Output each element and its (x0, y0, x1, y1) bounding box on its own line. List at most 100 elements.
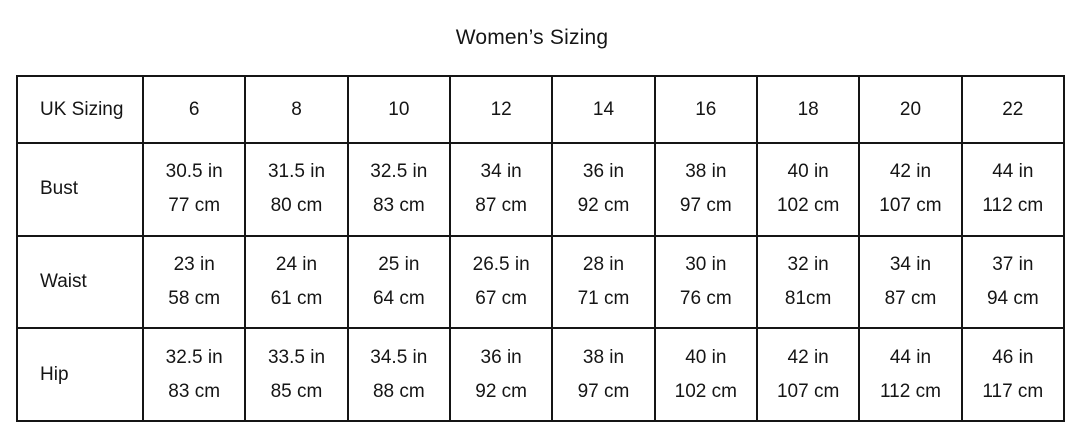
cm-value: 85 cm (270, 380, 323, 402)
cm-value: 77 cm (168, 195, 221, 217)
size-column-header: 12 (448, 75, 554, 144)
size-column-header: 10 (346, 75, 451, 144)
inches-value: 34 in (889, 253, 932, 275)
measurement-cell: 42 in 107 cm (755, 327, 861, 422)
inches-value: 44 in (889, 346, 932, 368)
header-label: UK Sizing (16, 75, 144, 144)
inches-value: 32.5 in (370, 161, 428, 183)
size-column-header: 20 (858, 75, 963, 144)
page-title: Women’s Sizing (455, 26, 609, 49)
row-label-waist: Waist (16, 234, 144, 330)
cm-value: 87 cm (475, 195, 528, 217)
inches-value: 44 in (992, 161, 1034, 183)
inches-value: 23 in (173, 253, 215, 275)
inches-value: 30.5 in (165, 161, 223, 183)
cm-value: 64 cm (372, 287, 425, 309)
cm-value: 88 cm (372, 380, 425, 402)
inches-value: 40 in (787, 161, 829, 183)
measurement-cell: 44 in 112 cm (960, 142, 1066, 237)
cm-value: 83 cm (168, 380, 221, 402)
inches-value: 38 in (685, 161, 727, 183)
measurement-cell: 28 in 71 cm (551, 234, 656, 330)
row-label-hip: Hip (16, 327, 144, 422)
inches-value: 25 in (378, 253, 420, 275)
measurement-cell: 38 in 97 cm (551, 327, 656, 422)
measurement-cell: 36 in 92 cm (551, 142, 656, 237)
measurement-cell: 42 in 107 cm (858, 142, 963, 237)
size-column-header: 16 (653, 75, 758, 144)
measurement-cell: 44 in 112 cm (858, 327, 963, 422)
inches-value: 37 in (992, 253, 1034, 275)
cm-value: 61 cm (270, 287, 323, 309)
inches-value: 40 in (685, 346, 727, 368)
cm-value: 112 cm (982, 195, 1044, 217)
cm-value: 107 cm (879, 195, 942, 217)
table-row-waist: Waist 23 in 58 cm 24 in 61 cm 25 in 64 c… (16, 234, 1066, 330)
measurement-cell: 34 in 87 cm (448, 142, 554, 237)
size-column-header: 14 (551, 75, 656, 144)
cm-value: 80 cm (270, 195, 323, 217)
cm-value: 107 cm (776, 380, 840, 402)
table-header-row: UK Sizing 6 8 10 12 14 16 18 20 22 (16, 75, 1066, 144)
measurement-cell: 46 in 117 cm (960, 327, 1066, 422)
row-label-bust: Bust (16, 142, 144, 237)
table-row-hip: Hip 32.5 in 83 cm 33.5 in 85 cm 34.5 in … (16, 327, 1066, 422)
inches-value: 28 in (582, 253, 625, 275)
cm-value: 87 cm (884, 287, 937, 309)
measurement-cell: 23 in 58 cm (141, 234, 247, 330)
measurement-cell: 32 in 81cm (755, 234, 861, 330)
cm-value: 83 cm (372, 195, 425, 217)
inches-value: 42 in (787, 346, 829, 368)
measurement-cell: 40 in 102 cm (755, 142, 861, 237)
cm-value: 102 cm (674, 380, 737, 402)
inches-value: 34.5 in (370, 346, 428, 368)
measurement-cell: 40 in 102 cm (653, 327, 758, 422)
inches-value: 33.5 in (267, 346, 326, 368)
measurement-cell: 32.5 in 83 cm (141, 327, 247, 422)
measurement-cell: 36 in 92 cm (448, 327, 554, 422)
measurement-cell: 30 in 76 cm (653, 234, 758, 330)
measurement-cell: 24 in 61 cm (244, 234, 349, 330)
cm-value: 76 cm (679, 287, 732, 309)
measurement-cell: 38 in 97 cm (653, 142, 758, 237)
measurement-cell: 30.5 in 77 cm (141, 142, 247, 237)
inches-value: 24 in (275, 253, 318, 275)
size-column-header: 8 (244, 75, 349, 144)
inches-value: 32 in (787, 253, 829, 275)
cm-value: 102 cm (776, 195, 840, 217)
cm-value: 117 cm (982, 380, 1044, 402)
inches-value: 30 in (685, 253, 727, 275)
cm-value: 94 cm (986, 287, 1039, 309)
cm-value: 81cm (784, 287, 832, 309)
inches-value: 26.5 in (472, 253, 530, 275)
measurement-cell: 34.5 in 88 cm (346, 327, 451, 422)
inches-value: 46 in (992, 346, 1034, 368)
measurement-cell: 25 in 64 cm (346, 234, 451, 330)
measurement-cell: 33.5 in 85 cm (244, 327, 349, 422)
inches-value: 32.5 in (165, 346, 223, 368)
inches-value: 34 in (480, 161, 522, 183)
size-column-header: 6 (141, 75, 247, 144)
cm-value: 58 cm (168, 287, 221, 309)
measurement-cell: 32.5 in 83 cm (346, 142, 451, 237)
sizing-table: UK Sizing 6 8 10 12 14 16 18 20 22 Bust … (16, 75, 1066, 422)
measurement-cell: 37 in 94 cm (960, 234, 1066, 330)
inches-value: 36 in (480, 346, 522, 368)
cm-value: 112 cm (880, 380, 941, 402)
cm-value: 97 cm (577, 380, 630, 402)
cm-value: 92 cm (475, 380, 528, 402)
inches-value: 38 in (582, 346, 625, 368)
measurement-cell: 31.5 in 80 cm (244, 142, 349, 237)
cm-value: 92 cm (577, 195, 630, 217)
measurement-cell: 34 in 87 cm (858, 234, 963, 330)
cm-value: 97 cm (679, 195, 732, 217)
table-row-bust: Bust 30.5 in 77 cm 31.5 in 80 cm 32.5 in… (16, 142, 1066, 237)
size-column-header: 22 (960, 75, 1066, 144)
inches-value: 31.5 in (267, 161, 326, 183)
cm-value: 71 cm (577, 287, 630, 309)
inches-value: 36 in (582, 161, 625, 183)
size-column-header: 18 (755, 75, 861, 144)
cm-value: 67 cm (475, 287, 528, 309)
measurement-cell: 26.5 in 67 cm (448, 234, 554, 330)
inches-value: 42 in (889, 161, 932, 183)
